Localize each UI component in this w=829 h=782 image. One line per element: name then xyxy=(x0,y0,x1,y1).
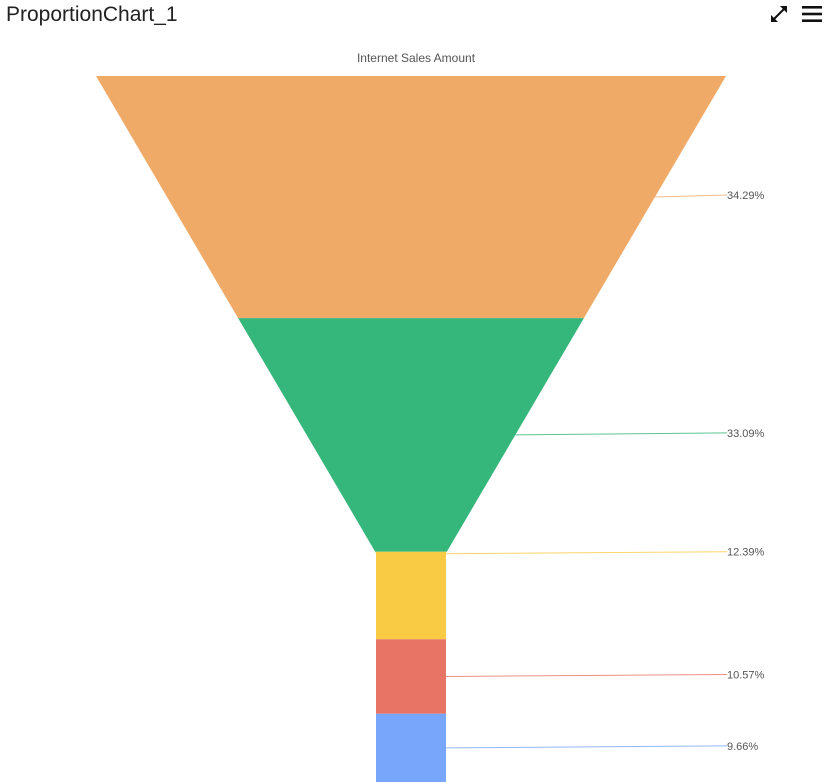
hamburger-menu-icon xyxy=(802,6,822,22)
data-label: 33.09% xyxy=(727,428,765,440)
funnel-chart: Internet Sales Amount 34.29% 33.09% 12.39%… xyxy=(0,40,829,782)
funnel-segment[interactable] xyxy=(375,551,447,640)
funnel-segment[interactable] xyxy=(238,318,584,552)
menu-button[interactable] xyxy=(801,3,823,25)
label-connector-line xyxy=(515,432,728,436)
data-label: 12.39% xyxy=(727,547,765,559)
funnel-segment[interactable] xyxy=(96,76,726,319)
label-connector-line xyxy=(445,551,728,555)
data-label: 10.57% xyxy=(727,670,765,682)
funnel-labels: 34.29% 33.09% 12.39% 10.57% 9.66% xyxy=(727,190,765,753)
expand-button[interactable] xyxy=(768,3,790,25)
data-label: 34.29% xyxy=(727,190,765,202)
chart-title: Internet Sales Amount xyxy=(357,51,476,65)
funnel-chart-svg: Internet Sales Amount 34.29% 33.09% 12.39%… xyxy=(96,51,765,782)
funnel-connectors xyxy=(445,194,728,749)
funnel-segment[interactable] xyxy=(376,713,446,782)
page-title: ProportionChart_1 xyxy=(6,3,178,26)
expand-icon xyxy=(771,6,787,22)
label-connector-line xyxy=(445,745,728,749)
label-connector-line xyxy=(445,674,728,677)
funnel-segments xyxy=(96,76,726,782)
funnel-segment[interactable] xyxy=(376,639,446,714)
data-label: 9.66% xyxy=(727,741,758,753)
panel-header: ProportionChart_1 xyxy=(0,0,829,34)
label-connector-line xyxy=(654,194,728,198)
